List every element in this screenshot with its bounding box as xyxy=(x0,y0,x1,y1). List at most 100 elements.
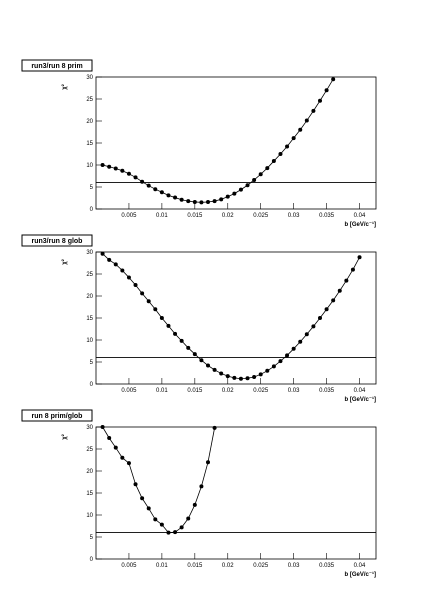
y-axis-label: χ² xyxy=(61,84,68,89)
data-point xyxy=(179,525,184,530)
y-tick-label: 20 xyxy=(86,294,93,300)
x-tick-label: 0.04 xyxy=(354,213,366,219)
data-point xyxy=(133,283,138,287)
y-tick-label: 0 xyxy=(90,557,94,563)
y-tick-label: 30 xyxy=(86,75,93,81)
data-point xyxy=(350,267,355,272)
data-point xyxy=(166,193,171,198)
data-line xyxy=(102,78,334,203)
data-point xyxy=(357,255,362,260)
x-tick-label: 0.04 xyxy=(354,388,366,394)
data-point xyxy=(140,291,145,296)
x-tick-label: 0.01 xyxy=(156,388,168,394)
data-point xyxy=(113,262,118,267)
title-box xyxy=(21,234,93,247)
x-tick-label: 0.025 xyxy=(253,563,269,569)
y-tick-label: 15 xyxy=(86,316,93,322)
data-point xyxy=(146,183,151,188)
data-point xyxy=(258,372,263,377)
data-point xyxy=(212,199,217,204)
y-tick-label: 10 xyxy=(86,513,93,519)
y-tick-label: 20 xyxy=(86,469,93,475)
x-tick-label: 0.005 xyxy=(121,563,137,569)
data-point xyxy=(179,197,184,202)
data-point xyxy=(186,345,191,350)
x-tick-label: 0.03 xyxy=(288,213,300,219)
x-axis-label: b [GeV/c⁻¹] xyxy=(344,221,376,228)
data-point xyxy=(212,425,217,430)
data-point xyxy=(232,375,237,380)
data-point xyxy=(291,136,296,141)
data-point xyxy=(100,251,105,256)
data-point xyxy=(238,376,243,381)
data-line xyxy=(102,253,360,380)
data-point xyxy=(100,163,105,167)
data-point xyxy=(324,307,329,312)
data-point xyxy=(219,197,224,202)
x-tick-label: 0.005 xyxy=(121,213,137,219)
data-point xyxy=(173,530,178,535)
data-point xyxy=(199,200,204,205)
data-point xyxy=(265,368,270,373)
y-tick-label: 30 xyxy=(86,250,93,256)
data-point xyxy=(252,374,257,379)
data-point xyxy=(166,323,171,328)
data-point xyxy=(192,352,197,357)
data-point xyxy=(107,164,112,169)
x-tick-label: 0.015 xyxy=(187,213,203,219)
x-tick-label: 0.02 xyxy=(222,388,234,394)
data-point xyxy=(206,460,210,465)
data-point xyxy=(219,371,224,376)
y-axis-label: χ² xyxy=(61,434,68,439)
x-tick-label: 0.005 xyxy=(121,388,137,394)
data-point xyxy=(146,299,151,304)
data-point xyxy=(225,374,230,379)
data-point xyxy=(120,168,125,173)
data-point xyxy=(140,496,145,501)
data-point xyxy=(298,339,303,344)
data-point xyxy=(271,159,276,164)
data-point xyxy=(120,455,125,460)
data-point xyxy=(179,338,184,343)
x-tick-label: 0.01 xyxy=(156,213,168,219)
y-tick-label: 0 xyxy=(90,207,94,213)
data-point xyxy=(107,257,112,262)
plot-frame xyxy=(95,251,377,385)
title-box xyxy=(21,59,93,72)
x-tick-label: 0.03 xyxy=(288,563,300,569)
title-box xyxy=(21,409,93,422)
x-tick-label: 0.01 xyxy=(156,563,168,569)
data-point xyxy=(318,98,322,103)
data-point xyxy=(265,166,270,171)
x-tick-label: 0.025 xyxy=(253,213,269,219)
data-point xyxy=(291,346,296,351)
data-point xyxy=(192,199,197,204)
data-point xyxy=(344,278,349,283)
data-point xyxy=(113,445,118,450)
data-point xyxy=(258,172,263,177)
data-point xyxy=(133,175,138,180)
x-tick-label: 0.03 xyxy=(288,388,300,394)
data-point xyxy=(318,316,322,320)
data-point xyxy=(126,461,131,466)
data-point xyxy=(285,353,290,358)
x-tick-label: 0.035 xyxy=(319,213,335,219)
x-tick-label: 0.02 xyxy=(222,213,234,219)
y-tick-label: 25 xyxy=(86,272,93,278)
panel-title: run3/run 8 prim xyxy=(31,63,82,70)
y-tick-label: 0 xyxy=(90,382,94,388)
y-tick-label: 10 xyxy=(86,338,93,344)
data-point xyxy=(337,288,342,293)
data-point xyxy=(120,268,125,273)
x-tick-label: 0.035 xyxy=(319,563,335,569)
x-tick-label: 0.035 xyxy=(319,388,335,394)
data-point xyxy=(304,118,309,123)
x-tick-label: 0.02 xyxy=(222,563,234,569)
data-point xyxy=(173,195,178,200)
y-tick-label: 5 xyxy=(90,360,94,366)
data-point xyxy=(311,324,316,329)
data-point xyxy=(252,177,257,182)
data-point xyxy=(304,332,309,337)
data-point xyxy=(192,502,197,507)
data-point xyxy=(146,506,151,511)
